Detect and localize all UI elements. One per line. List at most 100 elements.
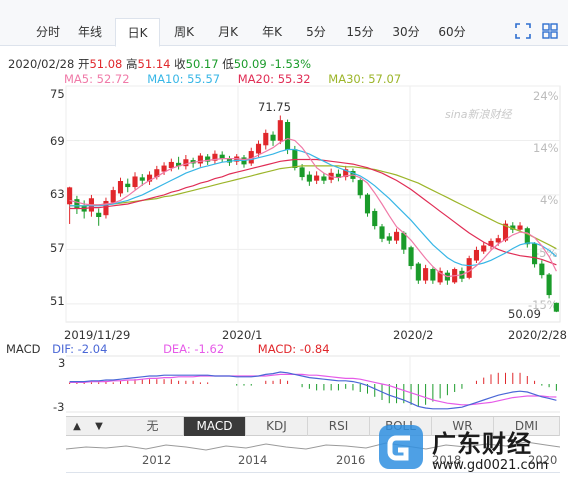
candle-body <box>379 226 385 239</box>
candle-body <box>197 155 203 164</box>
low-value: 50.09 <box>233 57 267 71</box>
macd-tick: -3 <box>53 400 65 414</box>
tab-5min[interactable]: 5分 <box>306 25 326 39</box>
candle-body <box>132 176 138 188</box>
candle-body <box>357 180 363 196</box>
date-tick: 2020/2 <box>393 328 434 342</box>
ma10-line <box>69 148 557 267</box>
scroll-down-button[interactable]: ▼ <box>95 421 103 432</box>
candle-body <box>205 156 211 162</box>
candle-body <box>401 232 407 250</box>
candle-body <box>553 302 559 312</box>
scroll-up-button[interactable]: ▲ <box>73 421 81 432</box>
candle-body <box>321 176 327 181</box>
ma10-legend: MA10: 55.57 <box>147 72 221 86</box>
tab-15min[interactable]: 15分 <box>346 25 374 39</box>
low-label: 低 <box>222 57 234 71</box>
candle-body <box>96 212 102 218</box>
price-tick: 57 <box>50 241 65 255</box>
candle-body <box>466 258 472 278</box>
tab-yearly-k[interactable]: 年K <box>262 25 282 39</box>
candle-body <box>74 199 80 208</box>
candle-body <box>67 187 73 205</box>
tab-year-line[interactable]: 年线 <box>77 25 102 39</box>
indicator-rsi[interactable]: RSI <box>308 417 370 436</box>
pct-tick: -15% <box>528 298 558 312</box>
price-tick: 51 <box>50 294 65 308</box>
period-tab-bar: 分时 年线 日K 周K 月K 年K 5分 15分 30分 60分 <box>0 0 568 47</box>
candle-body <box>314 175 320 181</box>
tab-weekly-k[interactable]: 周K <box>174 25 194 39</box>
timeline-scroller[interactable]: 2012 2014 2016 2018 2020 <box>66 437 560 473</box>
tab-intraday[interactable]: 分时 <box>35 25 60 39</box>
tab-monthly-k[interactable]: 月K <box>218 25 238 39</box>
candle-body <box>103 200 109 216</box>
macd-legend: MACD DIF: -2.04 DEA: -1.62 MACD: -0.84 <box>6 342 330 356</box>
price-tick: 75 <box>50 87 65 101</box>
ohlc-info-line: 2020/02/28 开51.08 高51.14 收50.17 低50.09 -… <box>8 56 311 72</box>
sina-watermark: sina新浪财经 <box>445 108 512 121</box>
ma30-line <box>69 165 557 250</box>
candle-body <box>110 190 116 203</box>
dea-line <box>69 373 557 406</box>
indicator-wr[interactable]: WR <box>432 417 494 436</box>
candle-body <box>343 169 349 178</box>
gd0021-watermark: 广东财经 www.gd0021.com <box>372 418 568 477</box>
ma5-line <box>69 137 557 278</box>
candle-body <box>168 161 174 168</box>
indicator-dmi[interactable]: DMI <box>494 417 560 436</box>
high-annotation: 71.75 <box>258 100 291 114</box>
tab-30min[interactable]: 30分 <box>392 25 420 39</box>
candle-body <box>117 181 124 194</box>
candle-body <box>481 245 487 252</box>
ma20-legend: MA20: 55.32 <box>237 72 311 86</box>
ma-legend: MA5: 52.72 MA10: 55.57 MA20: 55.32 MA30:… <box>64 72 415 86</box>
candle-body <box>306 174 312 182</box>
candle-body <box>532 243 538 265</box>
timeline-year: 2014 <box>238 453 268 467</box>
timeline-year: 2012 <box>142 453 172 467</box>
candle-body <box>277 120 283 141</box>
candle-body <box>408 247 414 267</box>
timeline-year: 2016 <box>336 453 366 467</box>
candle-body <box>423 268 429 281</box>
fullscreen-icon[interactable] <box>515 23 531 39</box>
indicator-bar: ▲ ▼ 无 MACD KDJ RSI BOLL WR DMI <box>66 416 560 436</box>
watermark-cn: 广东财经 <box>432 430 532 458</box>
ma20-line <box>69 158 557 266</box>
low-annotation: 50.09 <box>508 307 541 321</box>
candle-body <box>212 153 218 161</box>
candle-body <box>125 183 131 188</box>
grid-icon[interactable] <box>542 23 558 39</box>
close-value: 50.17 <box>185 57 219 71</box>
indicator-macd[interactable]: MACD <box>184 417 246 436</box>
indicator-kdj[interactable]: KDJ <box>246 417 308 436</box>
date-tick: 2020/2/28 <box>508 328 567 342</box>
candle-body <box>364 194 371 214</box>
candle-body <box>546 274 552 296</box>
candle-body <box>161 165 167 172</box>
tab-60min[interactable]: 60分 <box>438 25 466 39</box>
candle-body <box>415 263 421 281</box>
candle-body <box>255 143 262 154</box>
candle-body <box>524 228 530 245</box>
candle-body <box>495 238 501 243</box>
indicator-none[interactable]: 无 <box>122 417 184 436</box>
candle-body <box>299 167 305 178</box>
tab-daily-k[interactable]: 日K <box>115 18 160 47</box>
dif-legend: DIF: -2.04 <box>52 342 108 356</box>
open-value: 51.08 <box>89 57 123 71</box>
candle-body <box>146 174 153 182</box>
pct-tick: 14% <box>533 141 559 155</box>
candle-body <box>270 134 276 141</box>
candle-body <box>437 270 443 283</box>
close-label: 收 <box>174 57 186 71</box>
candle-body <box>386 236 392 241</box>
pct-tick: 24% <box>533 89 559 103</box>
timeline-sparkline <box>66 441 560 451</box>
dea-legend: DEA: -1.62 <box>163 342 225 356</box>
info-date: 2020/02/28 <box>8 57 75 71</box>
candle-body <box>183 159 189 167</box>
watermark-url: www.gd0021.com <box>432 458 549 473</box>
